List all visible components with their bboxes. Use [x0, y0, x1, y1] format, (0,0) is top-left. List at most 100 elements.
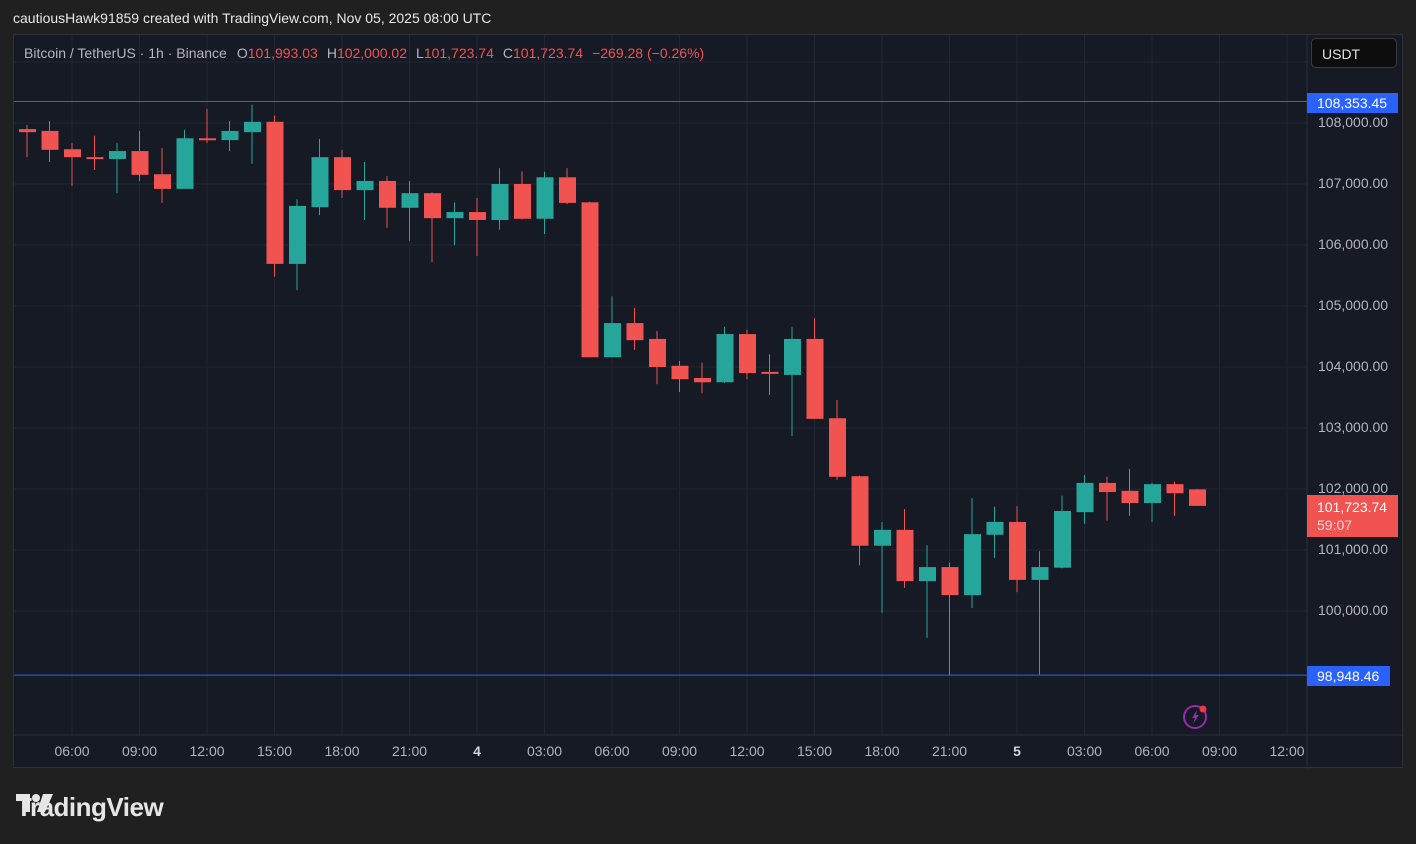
price-axis-label: 102,000.00 [1318, 480, 1389, 496]
candle-body [446, 212, 464, 219]
price-axis-label: 100,000.00 [1318, 602, 1389, 618]
close-label: C [502, 45, 514, 61]
candle-body [784, 338, 801, 375]
candle-body [739, 334, 756, 374]
open-value: 101,993.03 [247, 45, 318, 61]
symbol-title[interactable]: Bitcoin / TetherUS · 1h · Binance [24, 45, 227, 61]
candle-body [64, 149, 81, 158]
time-axis-label: 03:00 [526, 743, 563, 759]
price-axis-label: 101,000.00 [1318, 541, 1389, 557]
high-label: H [326, 45, 337, 61]
chart-caption: cautiousHawk91859 created with TradingVi… [13, 10, 492, 26]
change-value: −269.28 (−0.26%) [592, 45, 705, 61]
candlestick-plot[interactable] [14, 35, 1404, 769]
currency-button[interactable]: USDT [1311, 38, 1397, 68]
time-axis-label: 15:00 [796, 743, 833, 759]
time-axis-label: 15:00 [256, 743, 293, 759]
last-price-tag: 101,723.74 59:07 [1307, 495, 1398, 537]
candle-body [334, 157, 351, 191]
candle-body [536, 177, 554, 219]
candle-body [626, 323, 644, 341]
candle-body [379, 180, 396, 208]
candle-body [1121, 490, 1139, 504]
candle-body [221, 130, 239, 141]
time-axis-label: 5 [1013, 743, 1021, 759]
candle-body [19, 129, 36, 133]
time-axis-label: 09:00 [1201, 743, 1238, 759]
candle-body [289, 205, 306, 264]
candle-body [1054, 510, 1071, 568]
tradingview-logo[interactable]: TradingView [16, 792, 164, 823]
price-axis-label: 108,000.00 [1318, 114, 1389, 130]
candle-body [424, 193, 441, 219]
low-label: L [416, 45, 424, 61]
candle-body [1076, 482, 1094, 513]
candle-body [964, 534, 981, 596]
time-axis-label: 06:00 [54, 743, 90, 759]
candle-body [941, 567, 959, 596]
candle-body [469, 212, 486, 220]
low-value: 101,723.74 [423, 45, 494, 61]
price-axis-label: 104,000.00 [1318, 358, 1389, 374]
time-axis-label: 12:00 [1269, 743, 1305, 759]
low-line-price-tag: 98,948.46 [1307, 666, 1390, 686]
time-axis-label: 12:00 [189, 743, 225, 759]
candle-body [986, 521, 1004, 535]
candle-body [356, 180, 374, 191]
candle-body [581, 202, 599, 358]
candle-body [716, 334, 734, 383]
time-axis-label: 18:00 [864, 743, 900, 759]
candle-body [559, 177, 576, 203]
candle-body [401, 193, 419, 208]
close-value: 101,723.74 [513, 45, 584, 61]
time-axis-label: 21:00 [931, 743, 968, 759]
candle-body [41, 130, 59, 150]
price-axis-label: 105,000.00 [1318, 297, 1389, 313]
candle-body [806, 338, 824, 419]
candle-body [109, 151, 126, 159]
chart-frame[interactable]: Bitcoin / TetherUS · 1h · Binance O 101,9… [13, 34, 1404, 769]
time-axis-label: 4 [473, 743, 481, 759]
time-axis-label: 03:00 [1066, 743, 1103, 759]
high-value: 102,000.02 [336, 45, 408, 61]
candle-body [86, 157, 104, 160]
bar-countdown: 59:07 [1317, 517, 1353, 533]
time-axis-label: 06:00 [1134, 743, 1170, 759]
time-axis-label: 18:00 [324, 743, 360, 759]
candle-body [311, 157, 329, 208]
time-axis-label: 09:00 [661, 743, 698, 759]
candle-body [604, 323, 621, 358]
candle-body [671, 365, 689, 380]
candle-body [176, 138, 194, 189]
candle-body [919, 567, 936, 582]
time-axis-label: 09:00 [121, 743, 158, 759]
tradingview-logo-icon [16, 794, 53, 812]
candle-body [829, 418, 846, 477]
candle-body [896, 529, 914, 582]
price-axis-label: 107,000.00 [1318, 175, 1389, 191]
candle-body [1009, 521, 1026, 580]
candle-body [199, 138, 216, 141]
candle-body [761, 371, 779, 374]
lightning-alert-icon[interactable] [1183, 703, 1209, 729]
candle-body [851, 476, 869, 546]
candle-body [1144, 484, 1161, 504]
candle-body [649, 338, 666, 367]
symbol-legend: Bitcoin / TetherUS · 1h · Binance O 101,9… [24, 45, 704, 61]
candle-body [874, 529, 891, 546]
candle-body [154, 174, 171, 189]
candle-body [1099, 482, 1116, 493]
candle-body [514, 184, 531, 219]
candle-body [266, 121, 284, 264]
candle-body [1166, 484, 1184, 494]
candle-body [244, 121, 261, 133]
candle-body [491, 184, 509, 220]
candle-body [1031, 567, 1049, 580]
last-price-value: 101,723.74 [1317, 499, 1388, 515]
candle-body [1189, 489, 1206, 506]
price-axis-label: 106,000.00 [1318, 236, 1389, 252]
candle-body [694, 377, 711, 383]
price-axis-label: 103,000.00 [1318, 419, 1389, 435]
time-axis-label: 21:00 [391, 743, 428, 759]
open-label: O [236, 45, 248, 61]
